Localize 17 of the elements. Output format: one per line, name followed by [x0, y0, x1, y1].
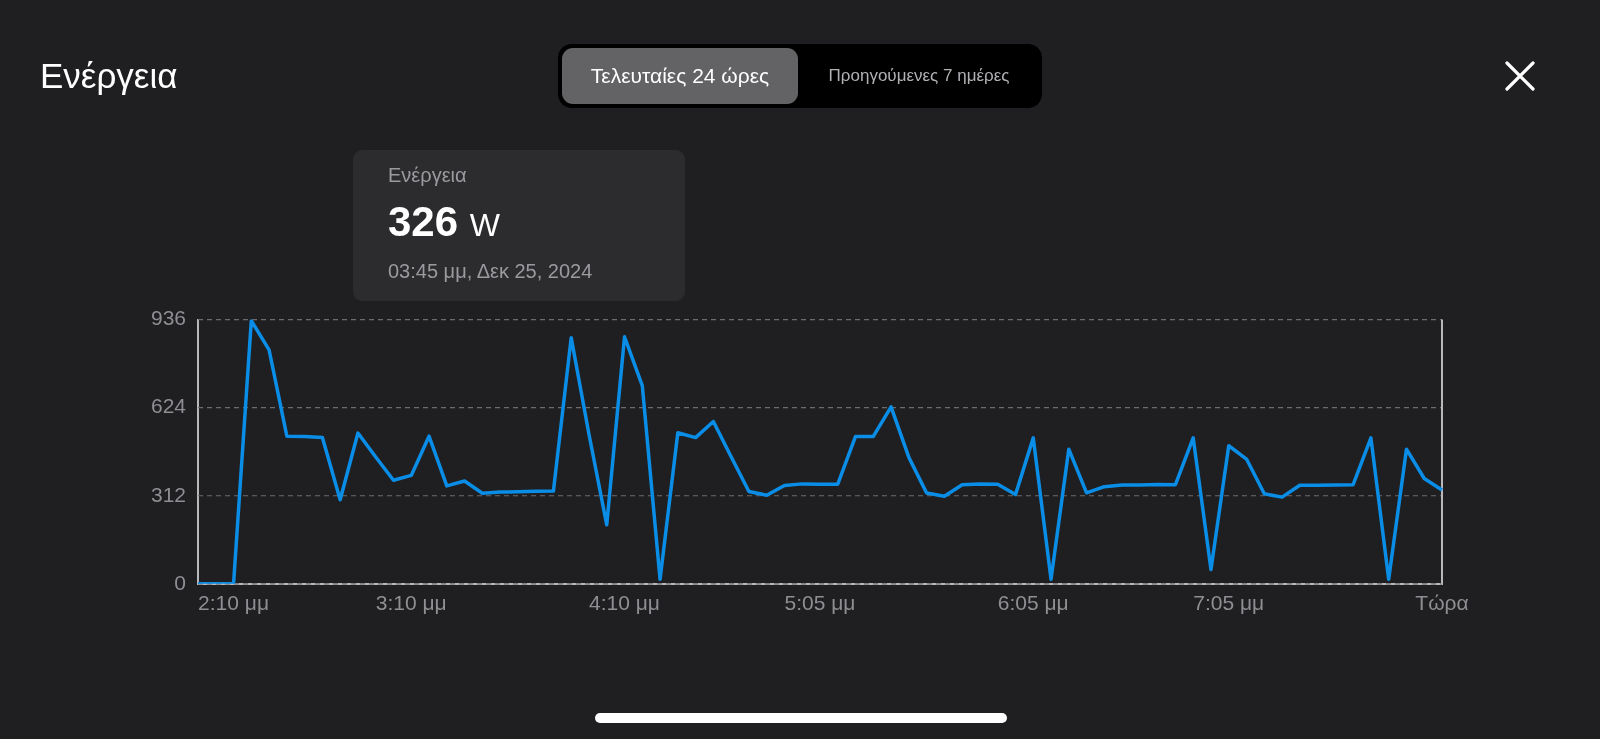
text: Τελευταίες 24 ώρες: [562, 48, 798, 104]
text: 326 W: [388, 198, 500, 246]
y-tick-label: 624: [150, 394, 187, 418]
x-tick-label: 3:10 μμ: [375, 591, 447, 615]
y-tick-label: 0: [174, 570, 186, 594]
text: Ενέργεια: [388, 164, 467, 187]
chart-title: Ενέργεια: [40, 56, 178, 96]
x-tick-label: 5:05 μμ: [784, 591, 856, 615]
x-tick-label: 2:10 μμ: [198, 591, 269, 615]
x-tick-label: 7:05 μμ: [1193, 591, 1265, 615]
x-tick-label: 4:10 μμ: [589, 591, 660, 615]
text: Προηγούμενες 7 ημέρες: [827, 65, 1011, 87]
x-tick-label: Τώρα: [1415, 591, 1469, 615]
y-tick-label: 312: [150, 482, 186, 506]
text: 03:45 μμ, Δεκ 25, 2024: [388, 260, 593, 283]
x-tick-label: 6:05 μμ: [997, 591, 1069, 615]
y-tick-label: 936: [150, 306, 186, 330]
